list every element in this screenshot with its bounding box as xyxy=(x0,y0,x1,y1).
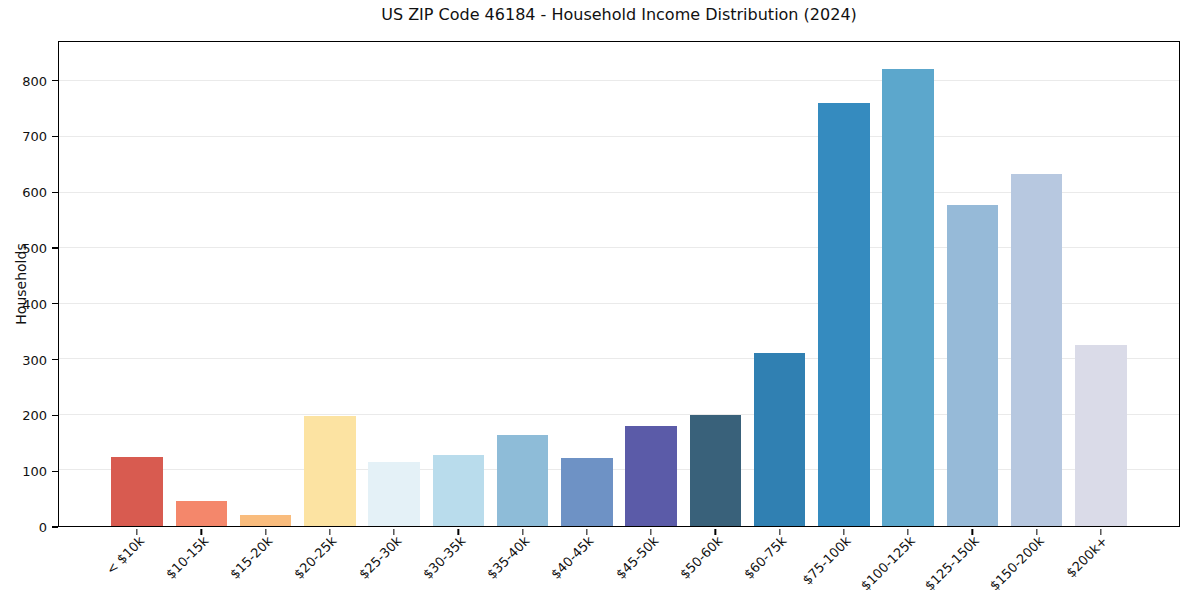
x-tick-label: $150-200k xyxy=(987,534,1046,590)
bar-slot: $75-100k xyxy=(812,42,876,526)
y-tick-label: 300 xyxy=(22,353,47,366)
x-tick-label: $40-45k xyxy=(549,534,596,581)
x-tick-label: $15-20k xyxy=(228,534,275,581)
bar-60-75k xyxy=(754,353,805,526)
bar-slot: $45-50k xyxy=(619,42,683,526)
bar-40-45k xyxy=(561,458,612,526)
figure: US ZIP Code 46184 - Household Income Dis… xyxy=(0,0,1189,590)
bar-slot: $25-30k xyxy=(362,42,426,526)
bar-30-35k xyxy=(433,455,484,526)
x-tick-label: $10-15k xyxy=(163,534,210,581)
y-tick-label: 100 xyxy=(22,465,47,478)
x-tick-label: $25-30k xyxy=(356,534,403,581)
x-tick-label: $200k+ xyxy=(1064,534,1110,580)
y-tick-label: 500 xyxy=(22,242,47,255)
bar-15-20k xyxy=(240,515,291,526)
bar-45-50k xyxy=(625,426,676,526)
bar-25-30k xyxy=(368,462,419,526)
x-tick-label: $35-40k xyxy=(485,534,532,581)
x-tick-label: $100-125k xyxy=(859,534,918,590)
bar-slot: $40-45k xyxy=(555,42,619,526)
bar-slot: $20-25k xyxy=(298,42,362,526)
y-tick-label: 600 xyxy=(22,186,47,199)
bar-slot: $50-60k xyxy=(683,42,747,526)
bar-slot: $100-125k xyxy=(876,42,940,526)
bar-slot: < $10k xyxy=(105,42,169,526)
x-tick-label: $50-60k xyxy=(677,534,724,581)
bar-200k+ xyxy=(1075,345,1126,526)
bar-35-40k xyxy=(497,435,548,526)
y-tick-label: 200 xyxy=(22,409,47,422)
bar-slot: $10-15k xyxy=(169,42,233,526)
y-tick-label: 800 xyxy=(22,74,47,87)
bar-75-100k xyxy=(818,103,869,526)
x-tick-label: $125-150k xyxy=(923,534,982,590)
bar-slot: $125-150k xyxy=(940,42,1004,526)
bar-100-125k xyxy=(882,69,933,526)
bar-10k xyxy=(111,457,162,526)
bar-125-150k xyxy=(947,205,998,526)
bar-150-200k xyxy=(1011,174,1062,526)
bar-slot: $200k+ xyxy=(1069,42,1133,526)
y-tick-label: 400 xyxy=(22,297,47,310)
x-tick-label: $45-50k xyxy=(613,534,660,581)
y-tick-label: 0 xyxy=(39,521,47,534)
x-tick-label: < $10k xyxy=(104,534,147,577)
bar-slot: $30-35k xyxy=(426,42,490,526)
bar-slot: $150-200k xyxy=(1005,42,1069,526)
bar-50-60k xyxy=(690,415,741,526)
x-tick-label: $60-75k xyxy=(742,534,789,581)
y-tick-label: 700 xyxy=(22,130,47,143)
bar-10-15k xyxy=(176,501,227,526)
bar-20-25k xyxy=(304,416,355,526)
bar-slot: $60-75k xyxy=(748,42,812,526)
bar-slot: $15-20k xyxy=(234,42,298,526)
y-axis: 0100200300400500600700800 xyxy=(0,41,58,527)
x-tick-label: $30-35k xyxy=(420,534,467,581)
x-tick-label: $75-100k xyxy=(800,534,853,587)
bar-slot: $35-40k xyxy=(491,42,555,526)
chart-title: US ZIP Code 46184 - Household Income Dis… xyxy=(58,5,1180,24)
bars-row: < $10k$10-15k$15-20k$20-25k$25-30k$30-35… xyxy=(105,42,1133,526)
x-tick-label: $20-25k xyxy=(292,534,339,581)
plot-area: < $10k$10-15k$15-20k$20-25k$25-30k$30-35… xyxy=(58,41,1180,527)
